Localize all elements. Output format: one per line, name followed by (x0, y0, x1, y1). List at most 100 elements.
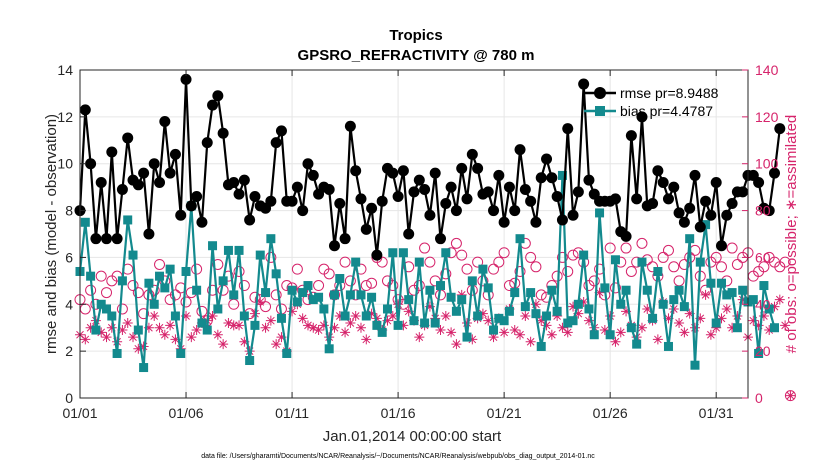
bias-point (107, 311, 117, 321)
y-tick-label: 4 (65, 296, 73, 312)
obs-assimilated-point (695, 313, 706, 324)
bias-point (663, 341, 673, 351)
rmse-point (366, 202, 378, 214)
bias-point (372, 320, 382, 330)
obs-assimilated-point (780, 320, 791, 331)
rmse-point (509, 205, 521, 217)
bias-point (441, 248, 451, 258)
obs-possible-point (291, 263, 303, 275)
bias-point (329, 290, 339, 300)
rmse-point (408, 186, 420, 198)
rmse-point (668, 181, 680, 193)
obs-possible-point (588, 275, 600, 287)
rmse-point (413, 174, 425, 186)
obs-assimilated-point (265, 315, 276, 326)
bias-point (218, 276, 228, 286)
bias-point (515, 234, 525, 244)
obs-possible-point (541, 291, 553, 303)
obs-possible-point (625, 265, 637, 277)
obs-assimilated-point (414, 332, 425, 343)
x-axis-label: Jan.01,2014 00:00:00 start (323, 428, 502, 445)
obs-assimilated-point (446, 327, 457, 338)
obs-possible-point (238, 280, 250, 292)
rmse-point (647, 198, 659, 210)
bias-point (420, 318, 430, 328)
obs-assimilated-point (615, 327, 626, 338)
obs-assimilated-point (393, 299, 404, 310)
bias-point (579, 250, 589, 260)
obs-assimilated-point (509, 325, 520, 336)
obs-possible-point (154, 258, 166, 270)
obs-assimilated-point (594, 287, 605, 298)
obs-possible-point (530, 261, 542, 273)
rmse-point (339, 233, 351, 245)
bias-point (133, 325, 143, 335)
obs-possible-point (472, 256, 484, 268)
bias-point (589, 330, 599, 340)
rmse-point (620, 230, 632, 242)
rmse-point (541, 153, 553, 165)
obs-possible-point (281, 280, 293, 292)
bias-point (621, 285, 631, 295)
obs-assimilated-point (605, 311, 616, 321)
obs-assimilated-point (324, 332, 335, 343)
obs-assimilated-point (239, 336, 250, 347)
rmse-point (275, 125, 287, 137)
bias-point (679, 302, 689, 312)
y2-tick-label: 60 (755, 249, 771, 265)
bias-point (542, 311, 552, 321)
bias-point (404, 295, 414, 305)
obs-assimilated-point (276, 332, 287, 343)
bias-point (494, 313, 504, 323)
bias-point (595, 208, 605, 218)
bias-point (648, 313, 658, 323)
obs-assimilated-point (435, 325, 446, 336)
obs-assimilated-point (371, 313, 382, 324)
obs-assimilated-point (774, 294, 785, 305)
rmse-point (763, 205, 775, 217)
chart-title: Tropics (389, 27, 442, 44)
rmse-point (95, 176, 107, 188)
rmse-point (556, 214, 568, 226)
bias-point (610, 255, 620, 265)
obs-assimilated-point (515, 329, 526, 340)
obs-assimilated-point (382, 315, 393, 326)
obs-assimilated-point (530, 299, 541, 310)
rmse-point (387, 167, 399, 179)
bias-point (462, 332, 472, 342)
rmse-point (154, 176, 166, 188)
obs-assimilated-point (329, 322, 340, 333)
rmse-point (551, 191, 563, 203)
obs-assimilated-point (684, 308, 695, 319)
bias-point (531, 309, 541, 319)
obs-possible-point (344, 275, 356, 287)
obs-assimilated-point (313, 325, 324, 336)
bias-point (155, 271, 165, 281)
rmse-point (466, 148, 478, 160)
bias-point (102, 304, 112, 314)
rmse-point (705, 209, 717, 221)
obs-possible-point (127, 280, 139, 292)
rmse-point (164, 167, 176, 179)
obs-possible-point (387, 280, 399, 292)
obs-assimilated-point (207, 311, 218, 321)
bias-point (770, 323, 780, 333)
obs-assimilated-point (308, 322, 319, 333)
rmse-point (445, 181, 457, 193)
y-tick-label: 6 (65, 249, 73, 265)
obs-possible-point (360, 280, 372, 292)
obs-possible-point (726, 242, 738, 254)
obs-possible-point (424, 256, 436, 268)
rmse-point (101, 233, 113, 245)
obs-possible-point (366, 277, 378, 289)
bias-point (568, 316, 578, 326)
rmse-point (498, 216, 510, 228)
rmse-point (689, 169, 701, 181)
series-layer (74, 73, 796, 402)
bias-point (345, 290, 355, 300)
obs-possible-point (169, 289, 181, 301)
bias-point (499, 316, 509, 326)
rmse-point (429, 167, 441, 179)
obs-possible-point (265, 251, 277, 263)
bias-point (674, 285, 684, 295)
